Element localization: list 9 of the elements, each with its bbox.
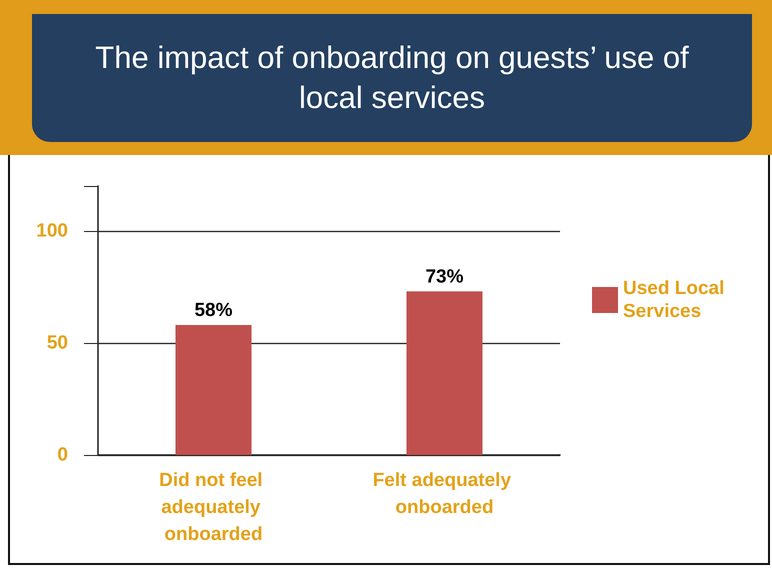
y-tick-label: 0 [57, 444, 68, 466]
y-tick-label: 100 [36, 220, 68, 242]
text: 58% [194, 300, 233, 321]
legend-label: Used Local Services [623, 278, 730, 322]
text: 73% [425, 266, 464, 288]
chart-title: The impact of onboarding on guests’ use of local services [32, 14, 752, 142]
x-tick-label: Felt adequately onboarded [372, 470, 516, 518]
x-tick-label: Did not feel adequately onboarded [159, 470, 268, 545]
y-tick-label: 50 [46, 332, 68, 354]
